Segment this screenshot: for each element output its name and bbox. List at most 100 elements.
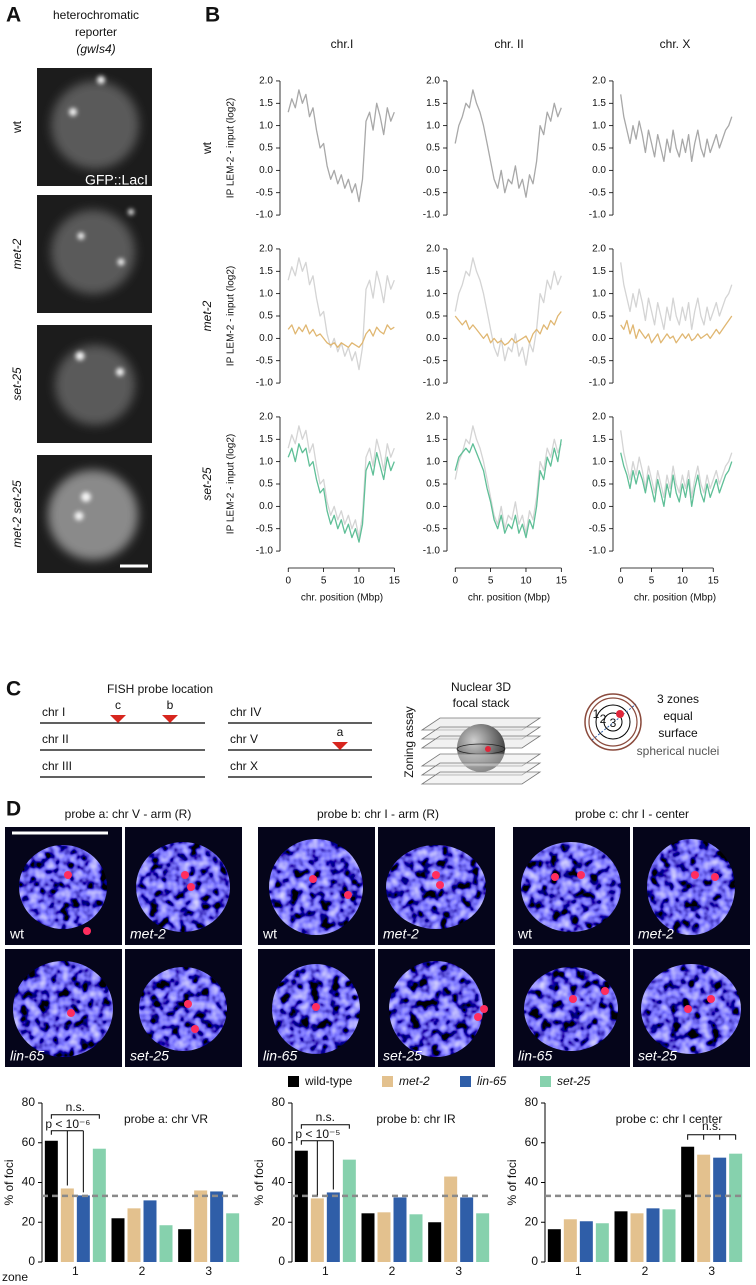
y-tick-label: 1.0 — [592, 288, 606, 299]
y-tick-label: 2.0 — [259, 76, 273, 87]
bar — [444, 1176, 458, 1262]
legend-swatch — [540, 1076, 551, 1087]
fish-focus — [64, 871, 72, 879]
y-tick-label: 60 — [525, 1135, 539, 1149]
y-tick-label: 1.0 — [426, 120, 440, 131]
zone-number: 3 — [610, 716, 617, 730]
series-line — [287, 257, 395, 371]
fish-focus — [551, 873, 559, 881]
y-tick-label: 1.5 — [259, 98, 273, 109]
fish-focus — [312, 1003, 320, 1011]
annotation: n.s. — [66, 1100, 85, 1114]
probe-marker — [332, 742, 348, 750]
series-line — [287, 89, 395, 203]
probe-title: probe c: chr I - center — [575, 807, 689, 821]
stack-label: focal stack — [453, 696, 511, 710]
panel-c: FISH probe location chr I chr II chr III… — [40, 680, 720, 785]
image-label: lin-65 — [263, 1048, 297, 1064]
bar — [662, 1209, 676, 1262]
series-line — [454, 439, 562, 539]
nucleus — [48, 470, 138, 560]
bar — [630, 1213, 644, 1262]
y-tick-label: 60 — [22, 1135, 36, 1149]
row-label: set-25 — [10, 367, 24, 401]
image-label: wt — [9, 926, 24, 942]
fish-focus — [184, 1000, 192, 1008]
series-line — [287, 443, 395, 543]
y-tick-label: 60 — [272, 1135, 286, 1149]
y-tick-label: 1.5 — [426, 98, 440, 109]
y-tick-label: 0.0 — [426, 165, 440, 176]
bar — [92, 1148, 106, 1262]
fish-focus — [711, 873, 719, 881]
x-tick-label: 2 — [389, 1264, 396, 1278]
fish-focus — [577, 871, 585, 879]
nucleus — [389, 961, 483, 1057]
zone-number: 2 — [600, 712, 607, 726]
chromosome-label: chr I — [42, 705, 65, 719]
bar — [547, 1229, 561, 1262]
annotation: p < 10⁻⁶ — [45, 1117, 90, 1131]
y-tick-label: 80 — [525, 1095, 539, 1109]
chromosome-label: chr V — [230, 732, 258, 746]
bar — [646, 1208, 660, 1262]
chart-title: probe c: chr I center — [616, 1112, 723, 1126]
probe-letter: a — [337, 725, 344, 739]
y-tick-label: 2.0 — [259, 244, 273, 255]
fish-image: set-25 — [125, 949, 242, 1067]
y-tick-label: -0.5 — [589, 523, 607, 534]
zone-ring — [595, 704, 631, 740]
bracket — [300, 1124, 350, 1129]
x-tick-label: 1 — [575, 1264, 582, 1278]
fish-image: set-25 — [378, 949, 495, 1067]
bar — [194, 1190, 208, 1262]
legend-swatch — [460, 1076, 471, 1087]
y-tick-label: 80 — [272, 1095, 286, 1109]
foci — [117, 258, 125, 266]
nucleus — [139, 967, 227, 1051]
bracket — [687, 1134, 737, 1140]
annotation: n.s. — [702, 1119, 721, 1133]
y-tick-label: 0.0 — [259, 333, 273, 344]
bar — [127, 1208, 141, 1262]
series-line — [454, 89, 562, 198]
image-label: met-2 — [130, 926, 166, 942]
y-tick-label: 40 — [272, 1175, 286, 1189]
series-line — [454, 425, 562, 534]
chromosome-lines — [40, 722, 372, 778]
row-label: wt — [200, 141, 214, 155]
legend-label: lin-65 — [477, 1074, 507, 1088]
x-tick-label: 1 — [322, 1264, 329, 1278]
bar — [729, 1153, 743, 1262]
zones-text: surface — [658, 726, 698, 740]
fish-image: lin-65 — [5, 949, 122, 1067]
y-tick-label: 1.5 — [259, 266, 273, 277]
x-tick-label: 1 — [72, 1264, 79, 1278]
probe-title: probe b: chr I - arm (R) — [317, 807, 439, 821]
title-line: (gwIs4) — [76, 42, 115, 56]
y-tick-label: 1.5 — [426, 266, 440, 277]
y-tick-label: 2.0 — [592, 412, 606, 423]
chromosome-label: chr X — [230, 759, 258, 773]
bar — [361, 1213, 375, 1262]
fish-focus — [569, 995, 577, 1003]
image-label: met-2 — [638, 926, 674, 942]
bar — [111, 1218, 125, 1262]
chromosome-label: chr III — [42, 759, 72, 773]
x-tick-label: 0 — [285, 576, 291, 587]
row-label: wt — [10, 120, 24, 134]
image-label: set-25 — [130, 1048, 169, 1064]
foci — [69, 108, 77, 116]
x-tick-label: 5 — [649, 576, 655, 587]
zones-text: spherical nuclei — [637, 744, 720, 758]
bar — [210, 1191, 224, 1262]
image-label: wt — [517, 926, 532, 942]
fish-focus — [432, 871, 440, 879]
reporter-image — [37, 325, 152, 443]
x-axis-label: chr. position (Mbp) — [301, 593, 383, 604]
focus — [616, 710, 624, 718]
bar — [428, 1222, 442, 1262]
y-tick-label: 0.5 — [592, 143, 606, 154]
chart-title: probe a: chr VR — [124, 1112, 208, 1126]
y-axis-label: IP LEM-2 - input (log2) — [226, 266, 237, 366]
